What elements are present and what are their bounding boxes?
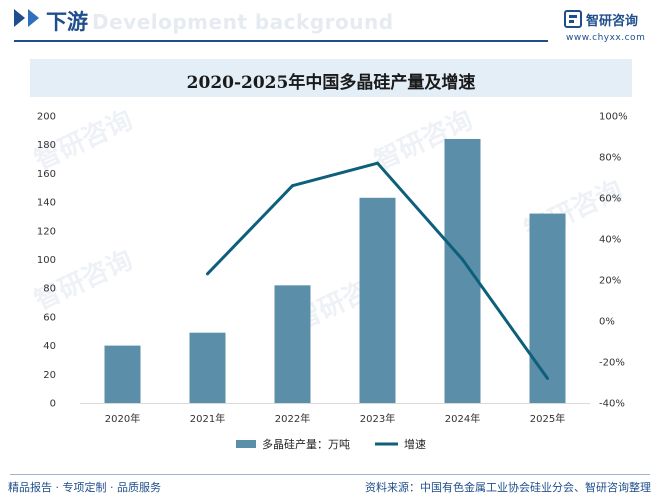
growth-point-2025年 [546,376,549,380]
right-tick-label: 40% [599,235,621,246]
left-tick-label: 0 [50,399,56,410]
growth-point-2022年 [291,184,294,188]
chevron-icon [14,9,25,27]
bar-2024年 [444,138,481,403]
ghost-heading: Development background [92,10,394,34]
x-axis: 2020年 2021年 2022年 2023年 2024年 2025年 [80,403,590,425]
bar-2023年 [359,197,396,403]
growth-point-2021年 [206,272,209,276]
x-tick-label: 2022年 [275,412,310,425]
x-tick-label: 2024年 [445,412,480,425]
left-tick-label: 60 [43,312,56,323]
x-tick-label: 2025年 [530,412,565,425]
footer-source: 资料来源：中国有色金属工业协会硅业分会、智研咨询整理 [365,481,651,494]
logo-icon [564,10,582,28]
left-tick-label: 140 [37,198,56,209]
growth-point-2023年 [376,161,379,165]
logo-text: 智研咨询 [586,14,639,29]
x-tick-label: 2020年 [105,412,140,425]
right-tick-label: 80% [599,153,621,164]
legend-line-label: 增速 [404,437,426,451]
x-tick-label: 2023年 [360,412,395,425]
legend-bar-swatch [236,440,256,448]
chart-title: 2020-2025年中国多晶硅产量及增速 [186,73,476,93]
left-tick-label: 100 [37,255,56,266]
footer: 精品报告 · 专项定制 · 品质服务 资料来源：中国有色金属工业协会硅业分会、智… [0,464,659,499]
right-tick-label: -20% [599,358,625,369]
footer-rule [10,474,650,475]
chart-title-band: 2020-2025年中国多晶硅产量及增速 [30,59,632,97]
footer-tagline: 精品报告 · 专项定制 · 品质服务 [8,481,161,494]
left-tick-label: 160 [37,169,56,180]
right-tick-label: 20% [599,276,621,287]
right-tick-label: 100% [599,112,628,123]
left-axis: 0 20 40 60 80 100 120 140 160 180 200 [37,112,56,410]
bar-2022年 [274,285,311,403]
section-title: 下游 [46,10,88,34]
right-tick-label: -40% [599,399,625,410]
bar-2021年 [189,332,226,403]
left-tick-label: 40 [43,341,56,352]
left-tick-label: 200 [37,112,56,123]
growth-point-2024年 [461,258,464,261]
header: Development background 下游 智研咨询 www.chyxx… [0,0,659,43]
left-tick-label: 120 [37,226,56,237]
logo-url: www.chyxx.com [566,33,646,43]
chevron-icon [28,9,39,27]
left-tick-label: 20 [43,370,56,381]
header-rule [14,40,548,42]
bar-2025年 [529,213,566,403]
right-axis: -40% -20% 0% 20% 40% 60% 80% 100% [599,112,628,410]
right-tick-label: 60% [599,194,621,205]
right-tick-label: 0% [599,317,615,328]
x-tick-label: 2021年 [190,412,225,425]
legend: 多晶硅产量：万吨 增速 [236,437,426,451]
bar-2020年 [104,345,141,403]
left-tick-label: 180 [37,140,56,151]
left-tick-label: 80 [43,284,56,295]
bar-series [104,138,566,403]
legend-bar-label: 多晶硅产量：万吨 [262,437,350,451]
growth-line-series [206,161,549,380]
